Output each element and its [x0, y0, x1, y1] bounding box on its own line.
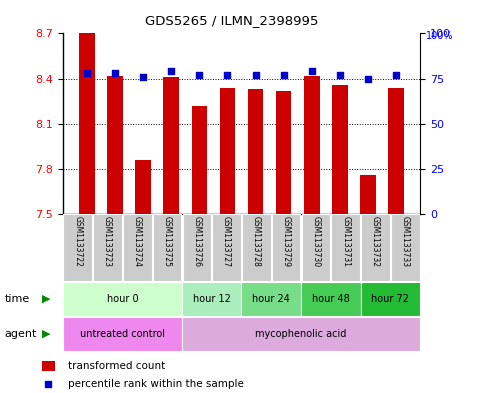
Text: agent: agent — [5, 329, 37, 339]
Bar — [301, 282, 361, 316]
Text: GSM1133729: GSM1133729 — [282, 216, 291, 267]
Text: GSM1133724: GSM1133724 — [133, 216, 142, 267]
Text: transformed count: transformed count — [68, 361, 165, 371]
Bar — [248, 89, 263, 214]
Text: GSM1133728: GSM1133728 — [252, 216, 261, 267]
Text: time: time — [5, 294, 30, 304]
Text: ▶: ▶ — [42, 329, 51, 339]
Text: GSM1133732: GSM1133732 — [371, 216, 380, 267]
Text: GSM1133726: GSM1133726 — [192, 216, 201, 267]
Bar — [163, 77, 179, 214]
Bar — [123, 214, 152, 281]
Text: hour 48: hour 48 — [312, 294, 350, 304]
Bar — [107, 75, 123, 214]
Text: GSM1133722: GSM1133722 — [73, 216, 82, 267]
Bar — [93, 214, 122, 281]
Bar — [135, 160, 151, 214]
Bar — [391, 214, 420, 281]
Point — [280, 72, 287, 78]
Bar — [361, 214, 390, 281]
Bar — [332, 84, 348, 214]
Bar — [331, 214, 360, 281]
Text: hour 12: hour 12 — [193, 294, 231, 304]
Bar — [302, 214, 330, 281]
Text: GSM1133733: GSM1133733 — [401, 216, 410, 267]
Point — [252, 72, 259, 78]
Bar — [360, 175, 376, 214]
Text: untreated control: untreated control — [80, 329, 165, 339]
Bar — [182, 282, 242, 316]
Bar — [79, 33, 95, 214]
Bar — [220, 88, 235, 214]
Text: hour 0: hour 0 — [107, 294, 138, 304]
Point — [167, 68, 175, 75]
Text: GSM1133723: GSM1133723 — [103, 216, 112, 267]
Bar — [276, 91, 291, 214]
Point — [224, 72, 231, 78]
Text: 100%: 100% — [426, 31, 453, 40]
Point — [44, 380, 52, 387]
Point — [83, 70, 91, 76]
Text: GSM1133725: GSM1133725 — [163, 216, 171, 267]
Point — [139, 73, 147, 80]
Bar — [153, 214, 181, 281]
Bar — [63, 214, 92, 281]
Text: GSM1133727: GSM1133727 — [222, 216, 231, 267]
Bar — [213, 214, 241, 281]
Text: hour 24: hour 24 — [252, 294, 290, 304]
Point — [364, 75, 372, 82]
Point — [336, 72, 344, 78]
Bar — [183, 214, 211, 281]
Point — [392, 72, 400, 78]
Text: mycophenolic acid: mycophenolic acid — [256, 329, 347, 339]
Text: GSM1133731: GSM1133731 — [341, 216, 350, 267]
Bar — [63, 282, 182, 316]
Text: GDS5265 / ILMN_2398995: GDS5265 / ILMN_2398995 — [145, 14, 318, 27]
Bar — [388, 88, 404, 214]
Text: percentile rank within the sample: percentile rank within the sample — [68, 379, 243, 389]
Point — [111, 70, 119, 76]
Bar — [304, 75, 320, 214]
Point — [308, 68, 316, 75]
Bar — [242, 214, 270, 281]
Bar — [182, 317, 420, 351]
Bar — [63, 317, 182, 351]
Bar — [242, 282, 301, 316]
Bar — [361, 282, 420, 316]
Point — [196, 72, 203, 78]
Text: GSM1133730: GSM1133730 — [312, 216, 320, 267]
Bar — [42, 361, 55, 371]
Bar — [272, 214, 300, 281]
Bar — [192, 106, 207, 214]
Text: hour 72: hour 72 — [371, 294, 410, 304]
Text: ▶: ▶ — [42, 294, 51, 304]
